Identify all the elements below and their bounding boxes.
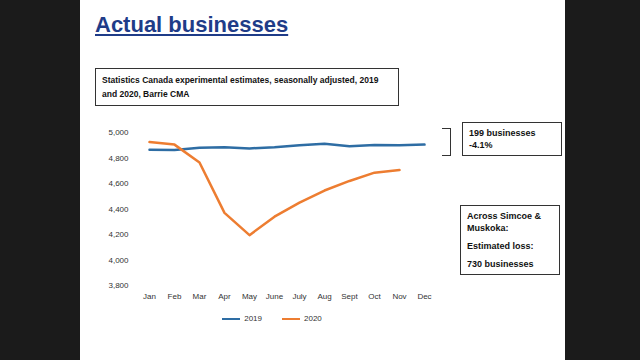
svg-text:Dec: Dec: [417, 292, 431, 301]
svg-text:July: July: [292, 292, 306, 301]
svg-text:Apr: Apr: [218, 292, 231, 301]
svg-text:4,400: 4,400: [108, 205, 129, 214]
svg-text:4,000: 4,000: [108, 256, 129, 265]
svg-text:Mar: Mar: [193, 292, 207, 301]
svg-text:Feb: Feb: [168, 292, 182, 301]
svg-text:4,200: 4,200: [108, 230, 129, 239]
svg-text:Jan: Jan: [143, 292, 156, 301]
html-text:2019: 2019: [244, 314, 262, 323]
html-text:Across Simcoe & Muskoka:: Across Simcoe & Muskoka:: [467, 211, 541, 233]
svg-text:4,800: 4,800: [108, 154, 129, 163]
html-text:Estimated loss:: Estimated loss:: [467, 241, 534, 251]
svg-text:5,000: 5,000: [108, 128, 129, 137]
svg-text:Nov: Nov: [392, 292, 406, 301]
html-text:Actual businesses: Actual businesses: [95, 12, 289, 37]
svg-text:4,600: 4,600: [108, 179, 129, 188]
html-text:199 businesses: 199 businesses: [469, 128, 536, 138]
html-text:730 businesses: 730 businesses: [467, 259, 534, 269]
svg-text:June: June: [266, 292, 284, 301]
html-text:Statistics Canada experimental: Statistics Canada experimental estimates…: [102, 75, 379, 99]
html-text:2020: 2020: [304, 314, 322, 323]
svg-text:Aug: Aug: [317, 292, 331, 301]
svg-text:Oct: Oct: [368, 292, 381, 301]
svg-text:May: May: [242, 292, 257, 301]
html-text:-4.1%: -4.1%: [469, 140, 493, 150]
svg-text:Sept: Sept: [341, 292, 358, 301]
svg-text:3,800: 3,800: [108, 281, 129, 290]
